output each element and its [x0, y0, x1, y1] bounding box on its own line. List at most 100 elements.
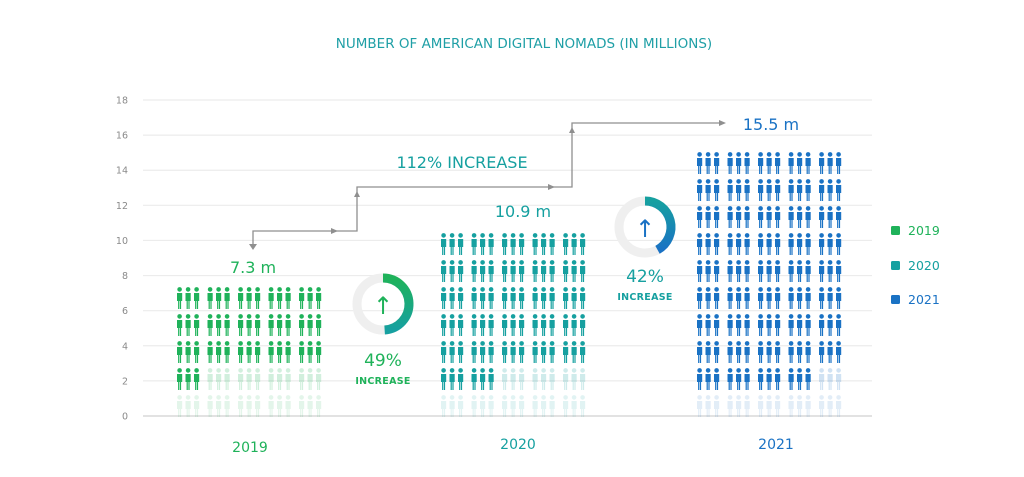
- person-group-icon: [471, 233, 494, 255]
- person-group-icon: [471, 314, 494, 336]
- person-icon: [488, 368, 494, 390]
- person-icon: [805, 179, 811, 201]
- person-icon: [827, 395, 833, 417]
- person-icon: [727, 287, 733, 309]
- person-group-icon: [441, 395, 464, 417]
- person-icon: [736, 314, 742, 336]
- increase-text-2020-2021: INCREASE: [617, 292, 672, 303]
- person-icon: [519, 395, 525, 417]
- person-icon: [697, 233, 703, 255]
- person-icon: [563, 341, 569, 363]
- person-icon: [480, 341, 486, 363]
- person-group-icon: [238, 314, 261, 336]
- person-group-icon: [207, 395, 230, 417]
- person-group-icon: [563, 287, 586, 309]
- person-group-icon: [502, 233, 525, 255]
- person-icon: [805, 206, 811, 228]
- person-group-icon: [788, 179, 811, 201]
- person-icon: [471, 314, 477, 336]
- person-icon: [458, 287, 464, 309]
- person-icon: [766, 260, 772, 282]
- person-group-icon: [727, 206, 750, 228]
- person-icon: [502, 233, 508, 255]
- person-icon: [836, 179, 842, 201]
- person-group-icon: [268, 341, 291, 363]
- person-icon: [316, 341, 322, 363]
- person-icon: [224, 368, 230, 390]
- person-icon: [736, 233, 742, 255]
- person-icon: [797, 368, 803, 390]
- person-icon: [458, 233, 464, 255]
- person-icon: [207, 287, 213, 309]
- person-icon: [697, 341, 703, 363]
- person-icon: [727, 206, 733, 228]
- person-icon: [549, 260, 555, 282]
- person-icon: [819, 341, 825, 363]
- person-icon: [207, 368, 213, 390]
- person-icon: [449, 260, 455, 282]
- person-icon: [819, 368, 825, 390]
- person-group-icon: [238, 287, 261, 309]
- person-group-icon: [697, 179, 720, 201]
- person-icon: [727, 341, 733, 363]
- person-icon: [705, 368, 711, 390]
- person-icon: [216, 341, 222, 363]
- person-icon: [549, 341, 555, 363]
- person-group-icon: [819, 368, 842, 390]
- person-group-icon: [441, 314, 464, 336]
- person-icon: [571, 287, 577, 309]
- person-icon: [805, 368, 811, 390]
- person-icon: [744, 179, 750, 201]
- person-group-icon: [788, 314, 811, 336]
- person-group-icon: [441, 260, 464, 282]
- person-icon: [268, 395, 274, 417]
- person-group-icon: [727, 395, 750, 417]
- person-group-icon: [819, 179, 842, 201]
- person-icon: [458, 314, 464, 336]
- person-icon: [480, 368, 486, 390]
- person-icon: [797, 341, 803, 363]
- person-group-icon: [819, 287, 842, 309]
- person-icon: [836, 287, 842, 309]
- person-icon: [502, 314, 508, 336]
- person-icon: [766, 287, 772, 309]
- person-icon: [194, 395, 200, 417]
- person-icon: [580, 341, 586, 363]
- person-icon: [299, 341, 305, 363]
- y-tick-label: 18: [116, 96, 128, 107]
- person-group-icon: [532, 287, 555, 309]
- person-icon: [246, 395, 252, 417]
- person-icon: [758, 206, 764, 228]
- person-icon: [736, 206, 742, 228]
- person-icon: [488, 287, 494, 309]
- person-icon: [177, 287, 183, 309]
- person-icon: [307, 287, 313, 309]
- person-icon: [766, 395, 772, 417]
- person-icon: [744, 395, 750, 417]
- person-icon: [502, 368, 508, 390]
- person-group-icon: [238, 341, 261, 363]
- person-icon: [268, 341, 274, 363]
- person-icon: [255, 341, 261, 363]
- person-group-icon: [563, 314, 586, 336]
- person-icon: [563, 287, 569, 309]
- person-icon: [224, 395, 230, 417]
- person-icon: [177, 368, 183, 390]
- person-icon: [805, 233, 811, 255]
- person-icon: [836, 368, 842, 390]
- person-icon: [502, 287, 508, 309]
- person-group-icon: [502, 314, 525, 336]
- person-icon: [563, 395, 569, 417]
- person-icon: [705, 395, 711, 417]
- person-icon: [744, 260, 750, 282]
- person-icon: [805, 287, 811, 309]
- person-group-icon: [207, 287, 230, 309]
- person-group-icon: [441, 233, 464, 255]
- person-group-icon: [788, 206, 811, 228]
- person-icon: [766, 368, 772, 390]
- category-label-2019: 2019: [232, 440, 268, 456]
- person-icon: [541, 314, 547, 336]
- person-icon: [510, 260, 516, 282]
- person-icon: [714, 341, 720, 363]
